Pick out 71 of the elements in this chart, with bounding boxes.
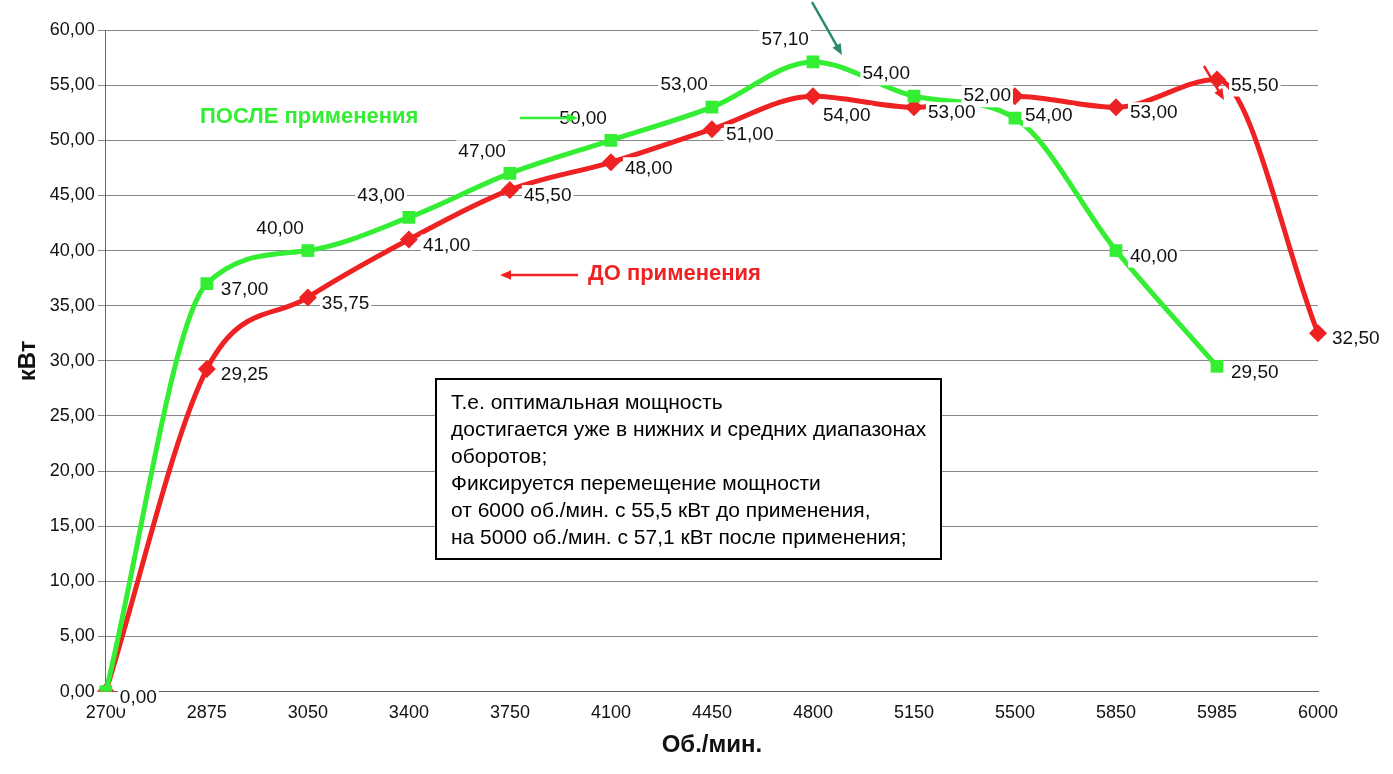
y-tick-label: 25,00 <box>49 404 95 425</box>
point <box>200 277 214 290</box>
data-label: 52,00 <box>963 84 1011 106</box>
point <box>402 211 416 224</box>
x-tick-label: 2875 <box>186 702 227 723</box>
x-tick-label: 4800 <box>792 702 833 723</box>
data-label: 53,00 <box>660 73 708 95</box>
data-label: 37,00 <box>220 277 269 299</box>
point <box>907 89 921 103</box>
data-label: 51,00 <box>725 123 774 145</box>
y-tick-label: 20,00 <box>49 460 95 481</box>
x-tick-label: 4100 <box>590 702 631 723</box>
y-axis-title: кВт <box>13 340 41 382</box>
y-tick-label: 10,00 <box>49 570 95 591</box>
x-tick-label: 5500 <box>994 702 1035 723</box>
data-label: 53,00 <box>1129 101 1178 123</box>
point <box>1109 244 1123 257</box>
data-label: 35,75 <box>321 291 370 313</box>
data-label: 55,50 <box>1230 73 1279 95</box>
point <box>803 87 822 106</box>
annotation: Т.е. оптимальная мощность достигается уже в нижних и средних диапазонах оборотов; Фиксируется перемещение мощности от 6000 об./мин. с 55,5 кВт до применения, на 5000 об./мин. с 57,1 кВт после применения; <box>435 378 943 560</box>
y-tick-label: 0,00 <box>59 680 95 701</box>
point <box>1309 324 1327 343</box>
x-tick-label: 5985 <box>1196 702 1238 723</box>
y-tick-label: 45,00 <box>49 184 95 205</box>
x-tick-label: 4450 <box>691 702 732 723</box>
y-tick-label: 55,00 <box>49 74 95 95</box>
data-label: 57,10 <box>761 28 809 50</box>
x-tick-label: 6000 <box>1297 702 1339 723</box>
data-label: 54,00 <box>862 62 910 84</box>
data-label: 47,00 <box>458 139 506 161</box>
data-label: 40,00 <box>256 216 304 238</box>
x-tick-label: 3750 <box>489 702 530 723</box>
data-label: 54,00 <box>1024 104 1073 126</box>
y-tick-label: 50,00 <box>49 129 95 150</box>
point <box>1210 359 1224 373</box>
point <box>399 230 418 249</box>
point <box>601 153 620 172</box>
data-label: 0,00 <box>119 685 157 707</box>
y-tick-label: 5,00 <box>59 625 95 646</box>
point <box>702 120 721 139</box>
data-label: 40,00 <box>1129 244 1178 266</box>
data-label: 45,50 <box>523 184 572 206</box>
x-tick-label: 5150 <box>893 702 934 723</box>
data-label: 29,25 <box>220 363 269 385</box>
data-label: 41,00 <box>422 233 471 255</box>
data-label: 53,00 <box>927 101 976 123</box>
x-tick-label: 3050 <box>287 702 328 723</box>
point <box>705 100 719 114</box>
y-tick-label: 15,00 <box>49 515 95 536</box>
data-label: 48,00 <box>624 156 673 178</box>
point <box>301 244 315 257</box>
point <box>500 180 519 199</box>
point <box>197 360 216 379</box>
x-axis-title: Об./мин. <box>661 730 763 758</box>
data-label: 29,50 <box>1230 360 1279 382</box>
data-label: 54,00 <box>822 104 871 126</box>
point <box>298 288 317 307</box>
y-tick-label: 40,00 <box>49 239 95 260</box>
y-tick-label: 35,00 <box>49 294 95 315</box>
y-tick-label: 60,00 <box>49 18 95 39</box>
point <box>1008 111 1022 125</box>
x-tick-label: 3400 <box>388 702 429 723</box>
text: ПОСЛЕ применения <box>200 103 419 129</box>
y-tick-label: 30,00 <box>49 349 95 370</box>
data-label: 32,50 <box>1332 327 1380 349</box>
x-tick-label: 5850 <box>1095 702 1136 723</box>
data-label: 43,00 <box>357 183 405 205</box>
legend-label: ДО применения <box>588 260 761 286</box>
point <box>604 133 618 147</box>
point <box>503 166 517 180</box>
